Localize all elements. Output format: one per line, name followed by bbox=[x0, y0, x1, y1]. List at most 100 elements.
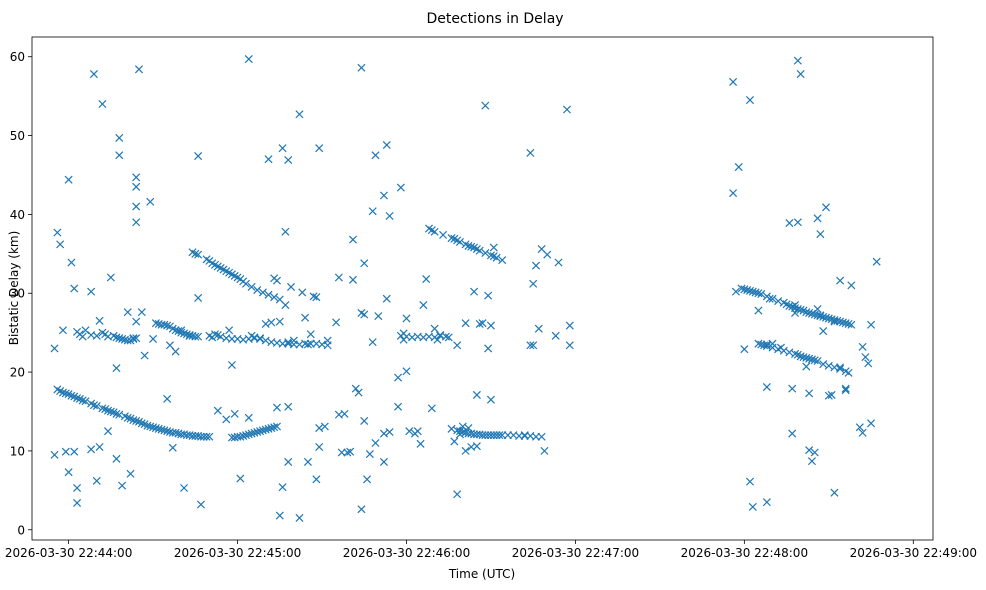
data-point-marker bbox=[478, 319, 487, 328]
data-point-marker bbox=[146, 422, 155, 431]
data-point-marker bbox=[225, 326, 234, 335]
data-point-marker bbox=[340, 409, 349, 418]
data-point-marker bbox=[185, 331, 194, 340]
data-point-marker bbox=[402, 314, 411, 323]
data-point-marker bbox=[858, 428, 867, 437]
data-point-marker bbox=[382, 294, 391, 303]
data-point-marker bbox=[112, 409, 121, 418]
data-point-marker bbox=[819, 360, 828, 369]
data-point-marker bbox=[453, 341, 462, 350]
data-point-marker bbox=[791, 301, 800, 310]
data-point-marker bbox=[227, 360, 236, 369]
data-point-marker bbox=[118, 481, 127, 490]
data-point-marker bbox=[433, 335, 442, 344]
data-point-marker bbox=[776, 343, 785, 352]
y-tick-label: 40 bbox=[10, 208, 25, 222]
data-point-marker bbox=[160, 426, 169, 435]
data-point-marker bbox=[422, 275, 431, 284]
data-point-marker bbox=[64, 175, 73, 184]
data-point-marker bbox=[194, 293, 203, 302]
x-tick-label: 2026-03-30 22:44:00 bbox=[5, 546, 132, 560]
data-point-marker bbox=[821, 203, 831, 212]
data-point-marker bbox=[315, 442, 324, 451]
data-point-marker bbox=[244, 413, 253, 422]
data-point-marker bbox=[861, 353, 870, 362]
data-point-marker bbox=[132, 416, 141, 425]
data-point-marker bbox=[472, 390, 481, 399]
data-point-marker bbox=[796, 70, 805, 79]
data-point-marker bbox=[275, 317, 284, 326]
data-point-marker bbox=[774, 297, 783, 306]
data-point-marker bbox=[154, 424, 163, 433]
data-point-marker bbox=[458, 422, 467, 431]
data-point-marker bbox=[470, 287, 479, 296]
data-point-marker bbox=[810, 448, 819, 457]
data-point-marker bbox=[748, 502, 757, 511]
data-point-marker bbox=[836, 364, 845, 373]
data-point-marker bbox=[123, 413, 132, 422]
data-point-marker bbox=[405, 427, 414, 436]
data-point-marker bbox=[841, 384, 850, 393]
data-point-marker bbox=[177, 328, 186, 337]
y-axis-ticks: 0 10 20 30 40 50 60 bbox=[10, 50, 32, 537]
data-point-marker bbox=[447, 234, 456, 243]
data-point-marker bbox=[472, 442, 481, 451]
data-point-marker bbox=[98, 99, 107, 109]
data-point-marker bbox=[247, 282, 256, 291]
data-point-marker bbox=[447, 424, 456, 433]
data-point-marker bbox=[467, 242, 476, 251]
data-point-marker bbox=[115, 334, 124, 343]
data-point-marker bbox=[149, 334, 158, 343]
data-point-marker bbox=[824, 314, 833, 323]
data-point-marker bbox=[112, 364, 121, 373]
data-point-marker bbox=[160, 320, 169, 329]
data-point-marker bbox=[441, 332, 450, 341]
data-point-marker bbox=[791, 349, 800, 358]
data-point-marker bbox=[481, 101, 490, 110]
data-point-marker bbox=[455, 237, 464, 247]
x-axis-ticks: 2026-03-30 22:44:00 2026-03-30 22:45:00 20… bbox=[5, 540, 977, 560]
data-point-marker bbox=[486, 321, 495, 330]
data-point-marker bbox=[87, 445, 96, 454]
data-point-marker bbox=[295, 513, 304, 522]
data-point-marker bbox=[807, 355, 816, 364]
data-point-marker bbox=[250, 428, 259, 437]
data-point-marker bbox=[461, 319, 470, 328]
data-point-marker bbox=[819, 327, 828, 336]
data-point-marker bbox=[303, 340, 312, 349]
data-point-marker bbox=[267, 318, 276, 327]
data-point-marker bbox=[261, 319, 270, 329]
data-point-marker bbox=[551, 331, 560, 340]
data-point-marker bbox=[394, 402, 403, 411]
data-point-marker bbox=[151, 424, 160, 433]
data-point-marker bbox=[239, 431, 248, 440]
data-point-marker bbox=[374, 312, 383, 321]
data-point-marker bbox=[103, 406, 113, 415]
data-point-marker bbox=[78, 332, 87, 341]
data-point-marker bbox=[253, 427, 262, 437]
data-point-marker bbox=[134, 65, 144, 74]
data-point-marker bbox=[171, 428, 180, 437]
data-point-marker bbox=[168, 443, 177, 452]
data-point-marker bbox=[106, 407, 115, 416]
y-tick-label: 50 bbox=[10, 129, 25, 143]
data-point-marker bbox=[112, 454, 121, 463]
data-point-marker bbox=[247, 429, 256, 438]
data-point-marker bbox=[757, 289, 766, 299]
data-point-marker bbox=[785, 348, 794, 357]
data-point-marker bbox=[796, 352, 805, 361]
data-point-marker bbox=[760, 341, 769, 350]
data-point-marker bbox=[529, 279, 538, 288]
data-point-marker bbox=[785, 219, 794, 228]
data-point-marker bbox=[382, 140, 391, 150]
data-point-marker bbox=[751, 288, 760, 297]
data-point-marker bbox=[61, 389, 70, 398]
data-point-marker bbox=[565, 341, 574, 350]
data-point-marker bbox=[126, 469, 135, 478]
data-point-marker bbox=[813, 214, 822, 223]
data-point-marker bbox=[807, 457, 816, 466]
data-point-marker bbox=[731, 287, 740, 296]
data-point-marker bbox=[813, 304, 822, 314]
